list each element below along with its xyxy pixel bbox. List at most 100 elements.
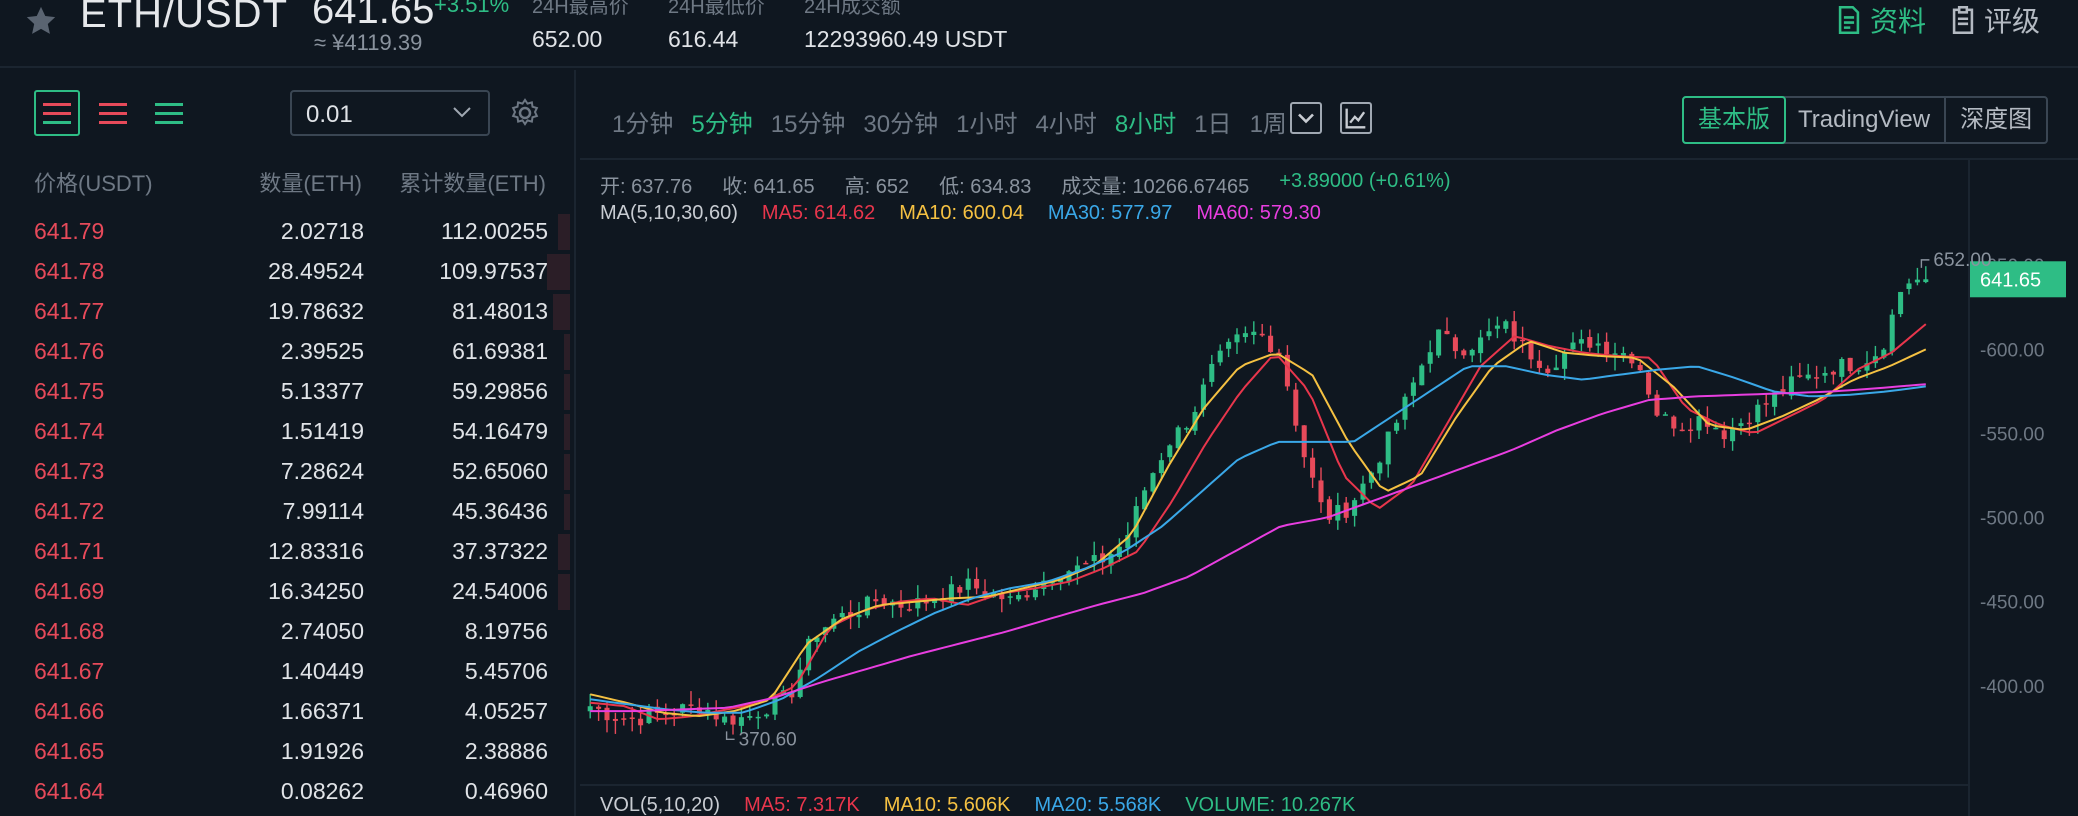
ma30-line [590,365,1926,714]
ask-row[interactable]: 641.77 19.78632 81.48013 [0,292,576,332]
candle-body [1906,283,1912,289]
interval-tab[interactable]: 8小时 [1114,111,1177,138]
ask-row[interactable]: 641.69 16.34250 24.54006 [0,572,576,612]
interval-tab[interactable]: 5分钟 [691,111,753,138]
candle-body [747,716,753,718]
candle-body [789,693,795,698]
ask-quantity: 2.39525 [280,338,364,364]
ask-cumulative: 8.19756 [464,618,548,644]
candle-body [814,637,820,642]
ask-row[interactable]: 641.67 1.40449 5.45706 [0,652,576,692]
legend-change: +3.89000 (+0.61%) [1279,170,1451,192]
y-tick-label: -500.00 [1980,509,2044,530]
candle-body [1847,357,1853,372]
mode-tradingview-tab[interactable]: TradingView [1784,98,1947,142]
mode-depth-tab[interactable]: 深度图 [1960,106,2033,133]
rating-link[interactable]: 评级 [1950,0,2040,40]
candle-body [1209,363,1215,382]
candle-body [839,612,845,618]
candle-body [1839,359,1845,377]
candle-body [856,614,862,618]
interval-tab[interactable]: 15分钟 [770,111,846,138]
volume-divider [580,784,1968,786]
candle-body [864,596,870,616]
candle-body [629,717,635,720]
ask-price: 641.79 [34,218,105,244]
candle-body [1108,554,1114,566]
col-header-qty: 数量(ETH) [259,171,362,196]
candle-body [663,713,669,716]
ask-row[interactable]: 641.78 28.49524 109.97537 [0,252,576,292]
trading-pair[interactable]: ETH/USDT [80,0,288,36]
depth-bar [558,574,570,610]
candle-body [797,669,803,697]
gear-icon[interactable] [510,98,540,128]
candle-body [1671,416,1677,429]
interval-tab[interactable]: 1周 [1249,111,1287,138]
candle-body [1469,349,1475,356]
ask-price: 641.78 [34,258,105,284]
candle-body [1486,331,1492,337]
y-tick-label: -600.00 [1980,340,2044,361]
ask-price: 641.68 [34,618,105,644]
candle-body [1083,562,1089,565]
interval-tab[interactable]: 1小时 [956,111,1018,138]
depth-bar [552,294,570,330]
candle-body [1629,353,1635,364]
ask-row[interactable]: 641.66 1.66371 4.05257 [0,692,576,732]
candle-body [1620,353,1626,356]
ma5-legend: MA5: 614.62 [761,202,876,224]
candle-body [1688,429,1694,432]
candlestick-chart[interactable]: -650.00-600.00-550.00-500.00-450.00-400.… [580,70,2078,816]
candle-body [1032,589,1038,598]
candle-body [1679,429,1685,432]
orderbook-view-bids-button[interactable] [146,90,192,136]
ask-list: 641.79 2.02718 112.00255 641.78 28.49524 109.… [0,212,576,812]
market-header: ETH/USDT 641.65 +3.51% ≈ ¥4119.39 24H最高价… [0,0,2078,68]
interval-tab[interactable]: 1分钟 [612,111,674,138]
precision-select[interactable]: 0.01 [290,90,490,136]
orderbook-view-both-button[interactable] [34,90,80,136]
indicator-button[interactable] [1340,102,1372,134]
candle-body [1654,394,1660,416]
ask-cumulative: 2.38886 [464,738,548,764]
interval-more-dropdown[interactable] [1290,102,1322,134]
ask-price: 641.74 [34,418,105,444]
candle-body [1461,350,1467,356]
ma60-line [590,383,1926,713]
interval-tab[interactable]: 30分钟 [863,111,939,138]
ask-cumulative: 0.46960 [464,778,548,804]
interval-tab[interactable]: 4小时 [1035,111,1097,138]
candle-body [932,600,938,603]
candle-body [1452,337,1458,352]
ask-row[interactable]: 641.79 2.02718 112.00255 [0,212,576,252]
orderbook-view-asks-button[interactable] [90,90,136,136]
ask-quantity: 0.08262 [280,778,364,804]
ask-row[interactable]: 641.75 5.13377 59.29856 [0,372,576,412]
favorite-star-icon[interactable] [24,4,58,38]
info-link[interactable]: 资料 [1836,0,1926,40]
candle-body [1150,473,1156,492]
ask-cumulative: 45.36436 [452,498,548,524]
interval-tab[interactable]: 1日 [1194,111,1232,138]
candle-body [738,717,744,726]
ask-row[interactable]: 641.71 12.83316 37.37322 [0,532,576,572]
order-book: 0.01 价格(USDT) 数量(ETH) 累计数量(ETH) 641.79 2.… [0,70,576,816]
ask-row[interactable]: 641.76 2.39525 61.69381 [0,332,576,372]
candle-body [957,587,963,593]
candle-body [1494,325,1500,329]
ask-row[interactable]: 641.65 1.91926 2.38886 [0,732,576,772]
candle-body [1763,403,1769,405]
ask-row[interactable]: 641.73 7.28624 52.65060 [0,452,576,492]
candle-body [1268,335,1274,352]
ask-quantity: 1.51419 [280,418,364,444]
candle-body [1368,472,1374,483]
ask-row[interactable]: 641.72 7.99114 45.36436 [0,492,576,532]
candle-body [696,707,702,714]
ask-row[interactable]: 641.64 0.08262 0.46960 [0,772,576,812]
ask-row[interactable]: 641.74 1.51419 54.16479 [0,412,576,452]
mode-basic-tab[interactable]: 基本版 [1682,96,1786,144]
candle-body [1562,352,1568,369]
ask-row[interactable]: 641.68 2.74050 8.19756 [0,612,576,652]
candle-body [1326,499,1332,520]
